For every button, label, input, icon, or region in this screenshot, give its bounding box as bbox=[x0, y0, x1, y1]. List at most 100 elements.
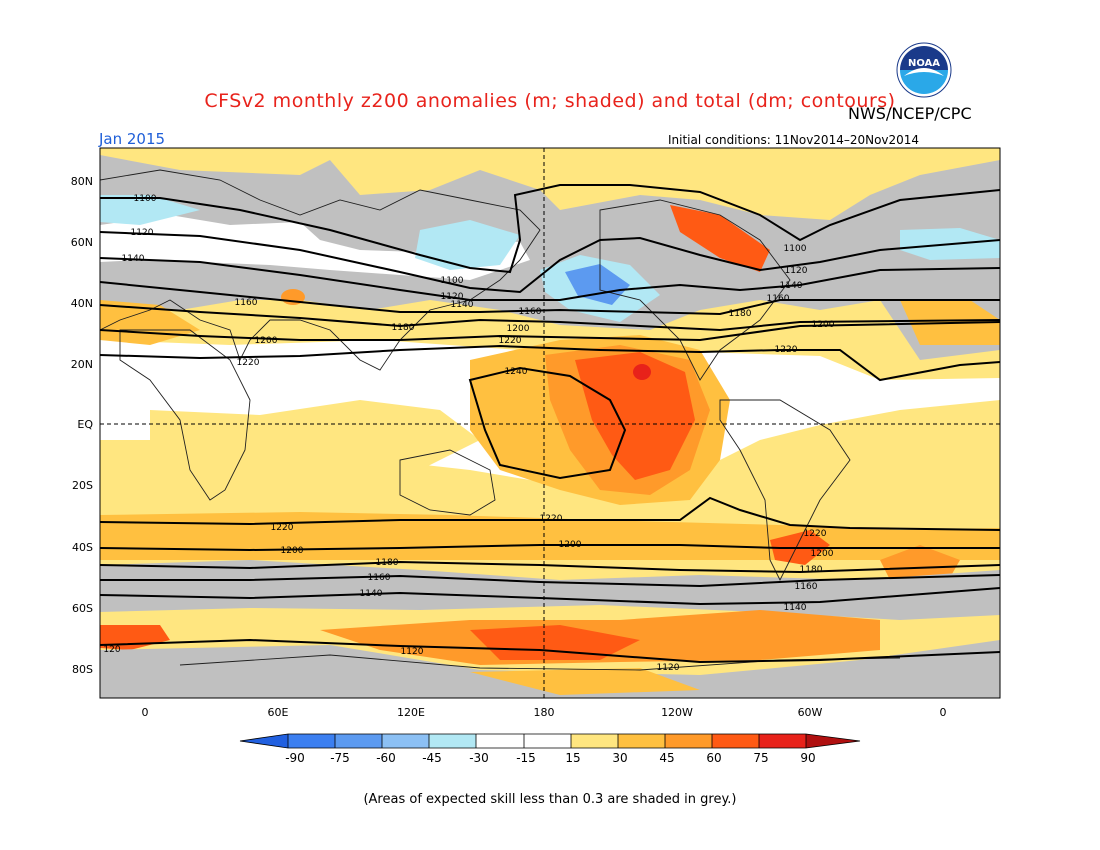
contour-label: 1160 bbox=[519, 307, 542, 317]
colorbar-tick: 60 bbox=[706, 751, 721, 765]
colorbar-tick: -75 bbox=[330, 751, 350, 765]
coast-africa bbox=[119, 329, 251, 501]
lat-tick: 80S bbox=[72, 663, 93, 676]
orange-antarctica-patch bbox=[470, 668, 700, 695]
shaded-anomalies bbox=[100, 148, 1000, 698]
lat-tick: 60S bbox=[72, 602, 93, 615]
blue-core-pacific bbox=[565, 264, 630, 305]
contour-1160-south bbox=[100, 574, 1000, 588]
contour-label: 1200 bbox=[559, 540, 582, 550]
colorbar-cell bbox=[240, 734, 288, 748]
contour-label: 1220 bbox=[499, 336, 522, 346]
red-hudson bbox=[670, 205, 770, 272]
colorbar-tick: -15 bbox=[516, 751, 536, 765]
contour-label: 1120 bbox=[131, 228, 154, 238]
red-antarctic-core bbox=[470, 625, 640, 660]
lat-tick: 60N bbox=[71, 236, 93, 249]
lon-tick: 0 bbox=[940, 706, 947, 719]
contour-1240 bbox=[468, 366, 627, 480]
contour-label: 1200 bbox=[507, 324, 530, 334]
contour-label: 1140 bbox=[122, 254, 145, 264]
contour-1100 bbox=[100, 184, 1000, 274]
contour-label: 1200 bbox=[255, 336, 278, 346]
lon-tick: 0 bbox=[142, 706, 149, 719]
contour-label: 1220 bbox=[775, 345, 798, 355]
lat-tick: 80N bbox=[71, 175, 93, 188]
contour-1200 bbox=[100, 321, 1000, 342]
contour-label: 1120 bbox=[441, 292, 464, 302]
contour-label: 1120 bbox=[657, 663, 680, 673]
contour-label: 1140 bbox=[360, 589, 383, 599]
red-core bbox=[633, 364, 651, 380]
agency-label: NWS/NCEP/CPC bbox=[848, 104, 972, 123]
contour-labels: 1100 1120 1140 1160 1200 1220 1100 1120 … bbox=[103, 194, 834, 673]
lon-tick: 60W bbox=[798, 706, 823, 719]
skill-footnote: (Areas of expected skill less than 0.3 a… bbox=[363, 792, 737, 807]
height-contours bbox=[100, 184, 1000, 664]
colorbar-tick: 75 bbox=[753, 751, 768, 765]
contour-1180 bbox=[100, 304, 1000, 332]
contour-label: 1220 bbox=[540, 514, 563, 524]
colorbar-cell bbox=[429, 734, 476, 748]
contour-label: 1200 bbox=[281, 546, 304, 556]
contour-label: 1100 bbox=[134, 194, 157, 204]
lat-tick: EQ bbox=[77, 418, 93, 431]
blue-north-atlantic bbox=[100, 195, 200, 225]
colorbar-cell bbox=[382, 734, 429, 748]
contour-label: 1100 bbox=[441, 276, 464, 286]
colorbar-cell bbox=[288, 734, 335, 748]
contour-label: 1120 bbox=[785, 266, 808, 276]
colorbar: -90 -75 -60 -45 -30 -15 15 30 45 60 75 9… bbox=[239, 733, 861, 765]
contour-1220 bbox=[100, 344, 1000, 382]
contour-1120-south bbox=[100, 638, 1000, 664]
colorbar-tick: -45 bbox=[422, 751, 442, 765]
colorbar-cell bbox=[665, 734, 712, 748]
coast-eurasia bbox=[100, 169, 541, 371]
initial-conditions: Initial conditions: 11Nov2014–20Nov2014 bbox=[668, 133, 920, 147]
coast-south-america bbox=[719, 399, 851, 582]
contour-label: 1160 bbox=[795, 582, 818, 592]
yellow-indian-ocean bbox=[150, 400, 480, 480]
contour-1180-south bbox=[100, 560, 1000, 574]
chart-title: CFSv2 monthly z200 anomalies (m; shaded)… bbox=[204, 90, 896, 112]
contour-1140-south bbox=[100, 587, 1000, 606]
contour-label: 1220 bbox=[271, 523, 294, 533]
grey-antarctica bbox=[100, 640, 1000, 698]
lat-tick: 40N bbox=[71, 297, 93, 310]
contour-label: 1180 bbox=[729, 309, 752, 319]
contour-label: 1160 bbox=[235, 298, 258, 308]
contour-label: 1160 bbox=[767, 294, 790, 304]
contour-label: 1240 bbox=[505, 367, 528, 377]
colorbar-tick: -30 bbox=[469, 751, 489, 765]
lat-tick: 20S bbox=[72, 479, 93, 492]
contour-label: 1140 bbox=[780, 281, 803, 291]
contour-label: 1140 bbox=[784, 603, 807, 613]
contour-label: 1180 bbox=[392, 323, 415, 333]
white-band-north bbox=[100, 215, 530, 280]
colorbar-dividers bbox=[287, 734, 807, 748]
grey-southern-ocean bbox=[100, 560, 1000, 620]
contour-label: 1200 bbox=[812, 320, 835, 330]
contour-1140 bbox=[100, 257, 1000, 301]
contour-label: 1160 bbox=[368, 573, 391, 583]
contour-1160 bbox=[100, 281, 1000, 316]
colorbar-cell bbox=[712, 734, 759, 748]
colorbar-tick: 15 bbox=[565, 751, 580, 765]
colorbar-tick: 90 bbox=[800, 751, 815, 765]
colorbar-cell bbox=[759, 734, 806, 748]
contour-label: 1220 bbox=[804, 529, 827, 539]
contour-label: 120 bbox=[103, 645, 120, 655]
lat-axis: 80N 60N 40N 20N EQ 20S 40S 60S 80S bbox=[71, 175, 94, 676]
lat-tick: 40S bbox=[72, 541, 93, 554]
contour-1120 bbox=[100, 231, 1000, 294]
contour-1220-south bbox=[100, 496, 1000, 531]
contour-label: 1220 bbox=[237, 358, 260, 368]
lon-axis: 0 60E 120E 180 120W 60W 0 bbox=[142, 706, 947, 719]
colorbar-ticks: -90 -75 -60 -45 -30 -15 15 30 45 60 75 9… bbox=[285, 751, 815, 765]
contour-label: 1180 bbox=[800, 565, 823, 575]
red-central-pacific bbox=[575, 352, 695, 480]
contour-label: 1140 bbox=[451, 300, 474, 310]
lon-tick: 60E bbox=[268, 706, 289, 719]
colorbar-tick: -90 bbox=[285, 751, 305, 765]
lon-tick: 180 bbox=[534, 706, 555, 719]
